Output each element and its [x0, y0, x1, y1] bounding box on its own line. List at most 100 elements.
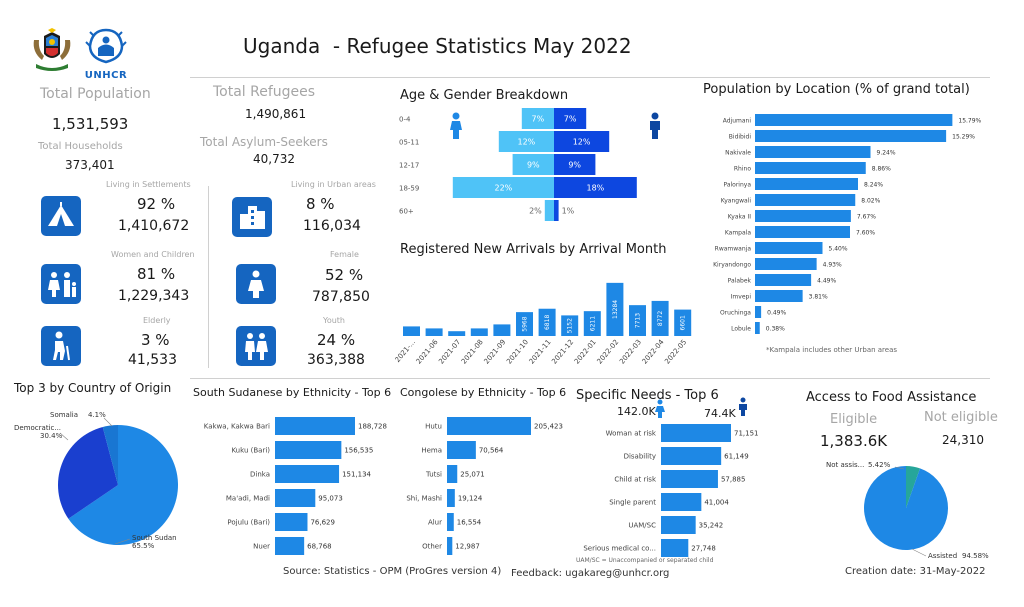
location-data-label: 5.40% — [829, 246, 848, 253]
age-male-label: 18% — [587, 184, 605, 193]
arrival-data-label: 6601 — [680, 315, 687, 330]
origin-leader-line — [59, 432, 69, 441]
ss-ethnicity-chart: Kakwa, Kakwa Bari 188,728 Kuku (Bari) 156,5… — [204, 417, 387, 555]
female-value: 787,850 — [312, 289, 370, 305]
origin-slice-value: 65.5% — [132, 542, 155, 550]
age-female-label: 12% — [518, 138, 536, 147]
age-tick-label: 0-4 — [399, 116, 411, 124]
specific-needs-bar — [661, 447, 722, 465]
arrival-tick-label: 2021-10 — [505, 338, 530, 366]
specific-needs-bar — [661, 539, 689, 557]
age-male-label: 7% — [564, 115, 577, 124]
specific-needs-bar — [661, 493, 702, 511]
origin-slice-value: 30.4% — [40, 432, 63, 440]
specific-needs-tick-label: UAM/SC — [628, 522, 656, 530]
age-tick-label: 05-11 — [399, 139, 419, 147]
ss-ethnicity-data-label: 95,073 — [318, 495, 343, 503]
origin-slice-south-sudan — [68, 425, 179, 545]
origin-leader-line — [103, 417, 113, 427]
location-data-label: 8.86% — [872, 166, 891, 173]
cd-ethnicity-bar — [447, 513, 454, 531]
tent-icon — [41, 196, 81, 236]
location-bar — [755, 178, 858, 190]
ss-ethnicity-data-label: 151,134 — [342, 471, 371, 479]
location-tick-label: Imvepi — [731, 294, 752, 301]
arrival-bar — [538, 308, 556, 336]
title-underline — [190, 77, 990, 78]
arrival-tick-label: 2021-11 — [528, 338, 553, 366]
total-refugees-value: 1,490,861 — [245, 107, 307, 121]
arrival-bar — [561, 315, 579, 336]
origin-slice-value: 4.1% — [88, 411, 106, 419]
arrival-bar — [674, 309, 692, 336]
specific-needs-bar — [661, 516, 696, 534]
total-asylum-label: Total Asylum-Seekers — [200, 135, 328, 149]
settlements-label: Living in Settlements — [106, 180, 191, 189]
total-refugees-label: Total Refugees — [213, 84, 316, 100]
cd-ethnicity-chart: Hutu 205,423 Hema 70,564 Tutsi 25,071 Shi, Mas… — [406, 417, 563, 555]
location-data-label: 4.93% — [823, 262, 842, 269]
footer-feedback[interactable]: Feedback: ugakareg@unhcr.org — [511, 568, 670, 579]
location-tick-label: Rwamwanja — [715, 246, 752, 253]
origin-title: Top 3 by Country of Origin — [14, 381, 172, 395]
location-tick-label: Adjumani — [723, 118, 752, 125]
origin-leader-line — [114, 538, 131, 545]
urban-value: 116,034 — [303, 218, 361, 234]
total-households-label: Total Households — [38, 141, 123, 152]
arrival-tick-label: 2022-02 — [596, 338, 621, 366]
arrival-data-label: 8772 — [657, 311, 664, 326]
location-data-label: 15.29% — [952, 134, 975, 141]
specific-needs-data-label: 41,004 — [704, 499, 729, 507]
uganda-coat-of-arms-logo — [30, 28, 74, 74]
cd-ethnicity-bar — [447, 489, 455, 507]
ss-ethnicity-bar — [275, 537, 305, 555]
location-data-label: 0.38% — [766, 326, 785, 333]
origin-slice-drc — [57, 426, 118, 519]
specific-needs-tick-label: Child at risk — [614, 476, 657, 484]
male-needs-icon — [738, 397, 748, 417]
age-male-bar — [554, 200, 559, 221]
ss-ethnicity-tick-label: Ma'adi, Madi — [226, 495, 270, 503]
ss-ethnicity-bar — [275, 513, 308, 531]
arrival-tick-label: 2021-06 — [415, 338, 440, 366]
settlements-value: 1,410,672 — [118, 218, 190, 234]
cd-ethnicity-bar — [447, 465, 458, 483]
location-bar — [755, 114, 953, 126]
arrival-tick-label: 2022-04 — [641, 338, 666, 366]
ss-ethnicity-bar — [275, 417, 355, 435]
location-tick-label: Bidibidi — [729, 134, 752, 141]
food-slice-not-assisted — [906, 466, 921, 508]
location-data-label: 7.67% — [857, 214, 876, 221]
ss-ethnicity-data-label: 76,629 — [310, 519, 335, 527]
arrival-bar — [583, 311, 601, 336]
specific-needs-data-label: 61,149 — [724, 453, 749, 461]
mid-divider — [190, 378, 990, 379]
total-households-value: 373,401 — [65, 158, 115, 172]
food-slice-label: Not assis... — [826, 461, 864, 469]
food-slice-assisted — [864, 466, 948, 550]
age-female-bar — [452, 177, 554, 198]
location-tick-label: Rhino — [734, 166, 751, 173]
women-children-label: Women and Children — [111, 250, 195, 259]
total-population-label: Total Population — [40, 86, 151, 102]
age-male-bar — [554, 177, 637, 198]
elderly-value: 41,533 — [128, 352, 177, 368]
cd-ethnicity-tick-label: Hema — [421, 447, 442, 455]
total-population-value: 1,531,593 — [52, 115, 129, 133]
cd-ethnicity-tick-label: Other — [422, 543, 442, 551]
location-tick-label: Lobule — [731, 326, 751, 333]
location-data-label: 0.49% — [767, 310, 786, 317]
page-title: Uganda - Refugee Statistics May 2022 — [243, 34, 632, 58]
arrival-data-label: 7713 — [635, 313, 642, 328]
not-eligible-value: 24,310 — [942, 433, 984, 447]
ss-ethnicity-title: South Sudanese by Ethnicity - Top 6 — [193, 386, 392, 399]
specific-needs-male-total: 74.4K — [704, 407, 736, 420]
ss-ethnicity-data-label: 68,768 — [307, 543, 332, 551]
location-bar — [755, 258, 817, 270]
eligible-value: 1,383.6K — [820, 432, 888, 450]
elderly-pct: 3 % — [141, 331, 170, 349]
female-person-icon — [449, 112, 463, 140]
location-bar — [755, 130, 947, 142]
unhcr-wordmark: UNHCR — [84, 70, 128, 81]
